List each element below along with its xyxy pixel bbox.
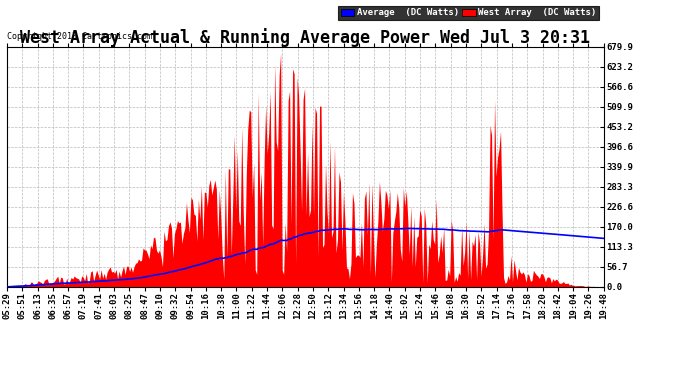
- Title: West Array Actual & Running Average Power Wed Jul 3 20:31: West Array Actual & Running Average Powe…: [20, 28, 591, 47]
- Text: Copyright 2013 Cartronics.com: Copyright 2013 Cartronics.com: [7, 32, 152, 41]
- Legend: Average  (DC Watts), West Array  (DC Watts): Average (DC Watts), West Array (DC Watts…: [338, 6, 599, 20]
